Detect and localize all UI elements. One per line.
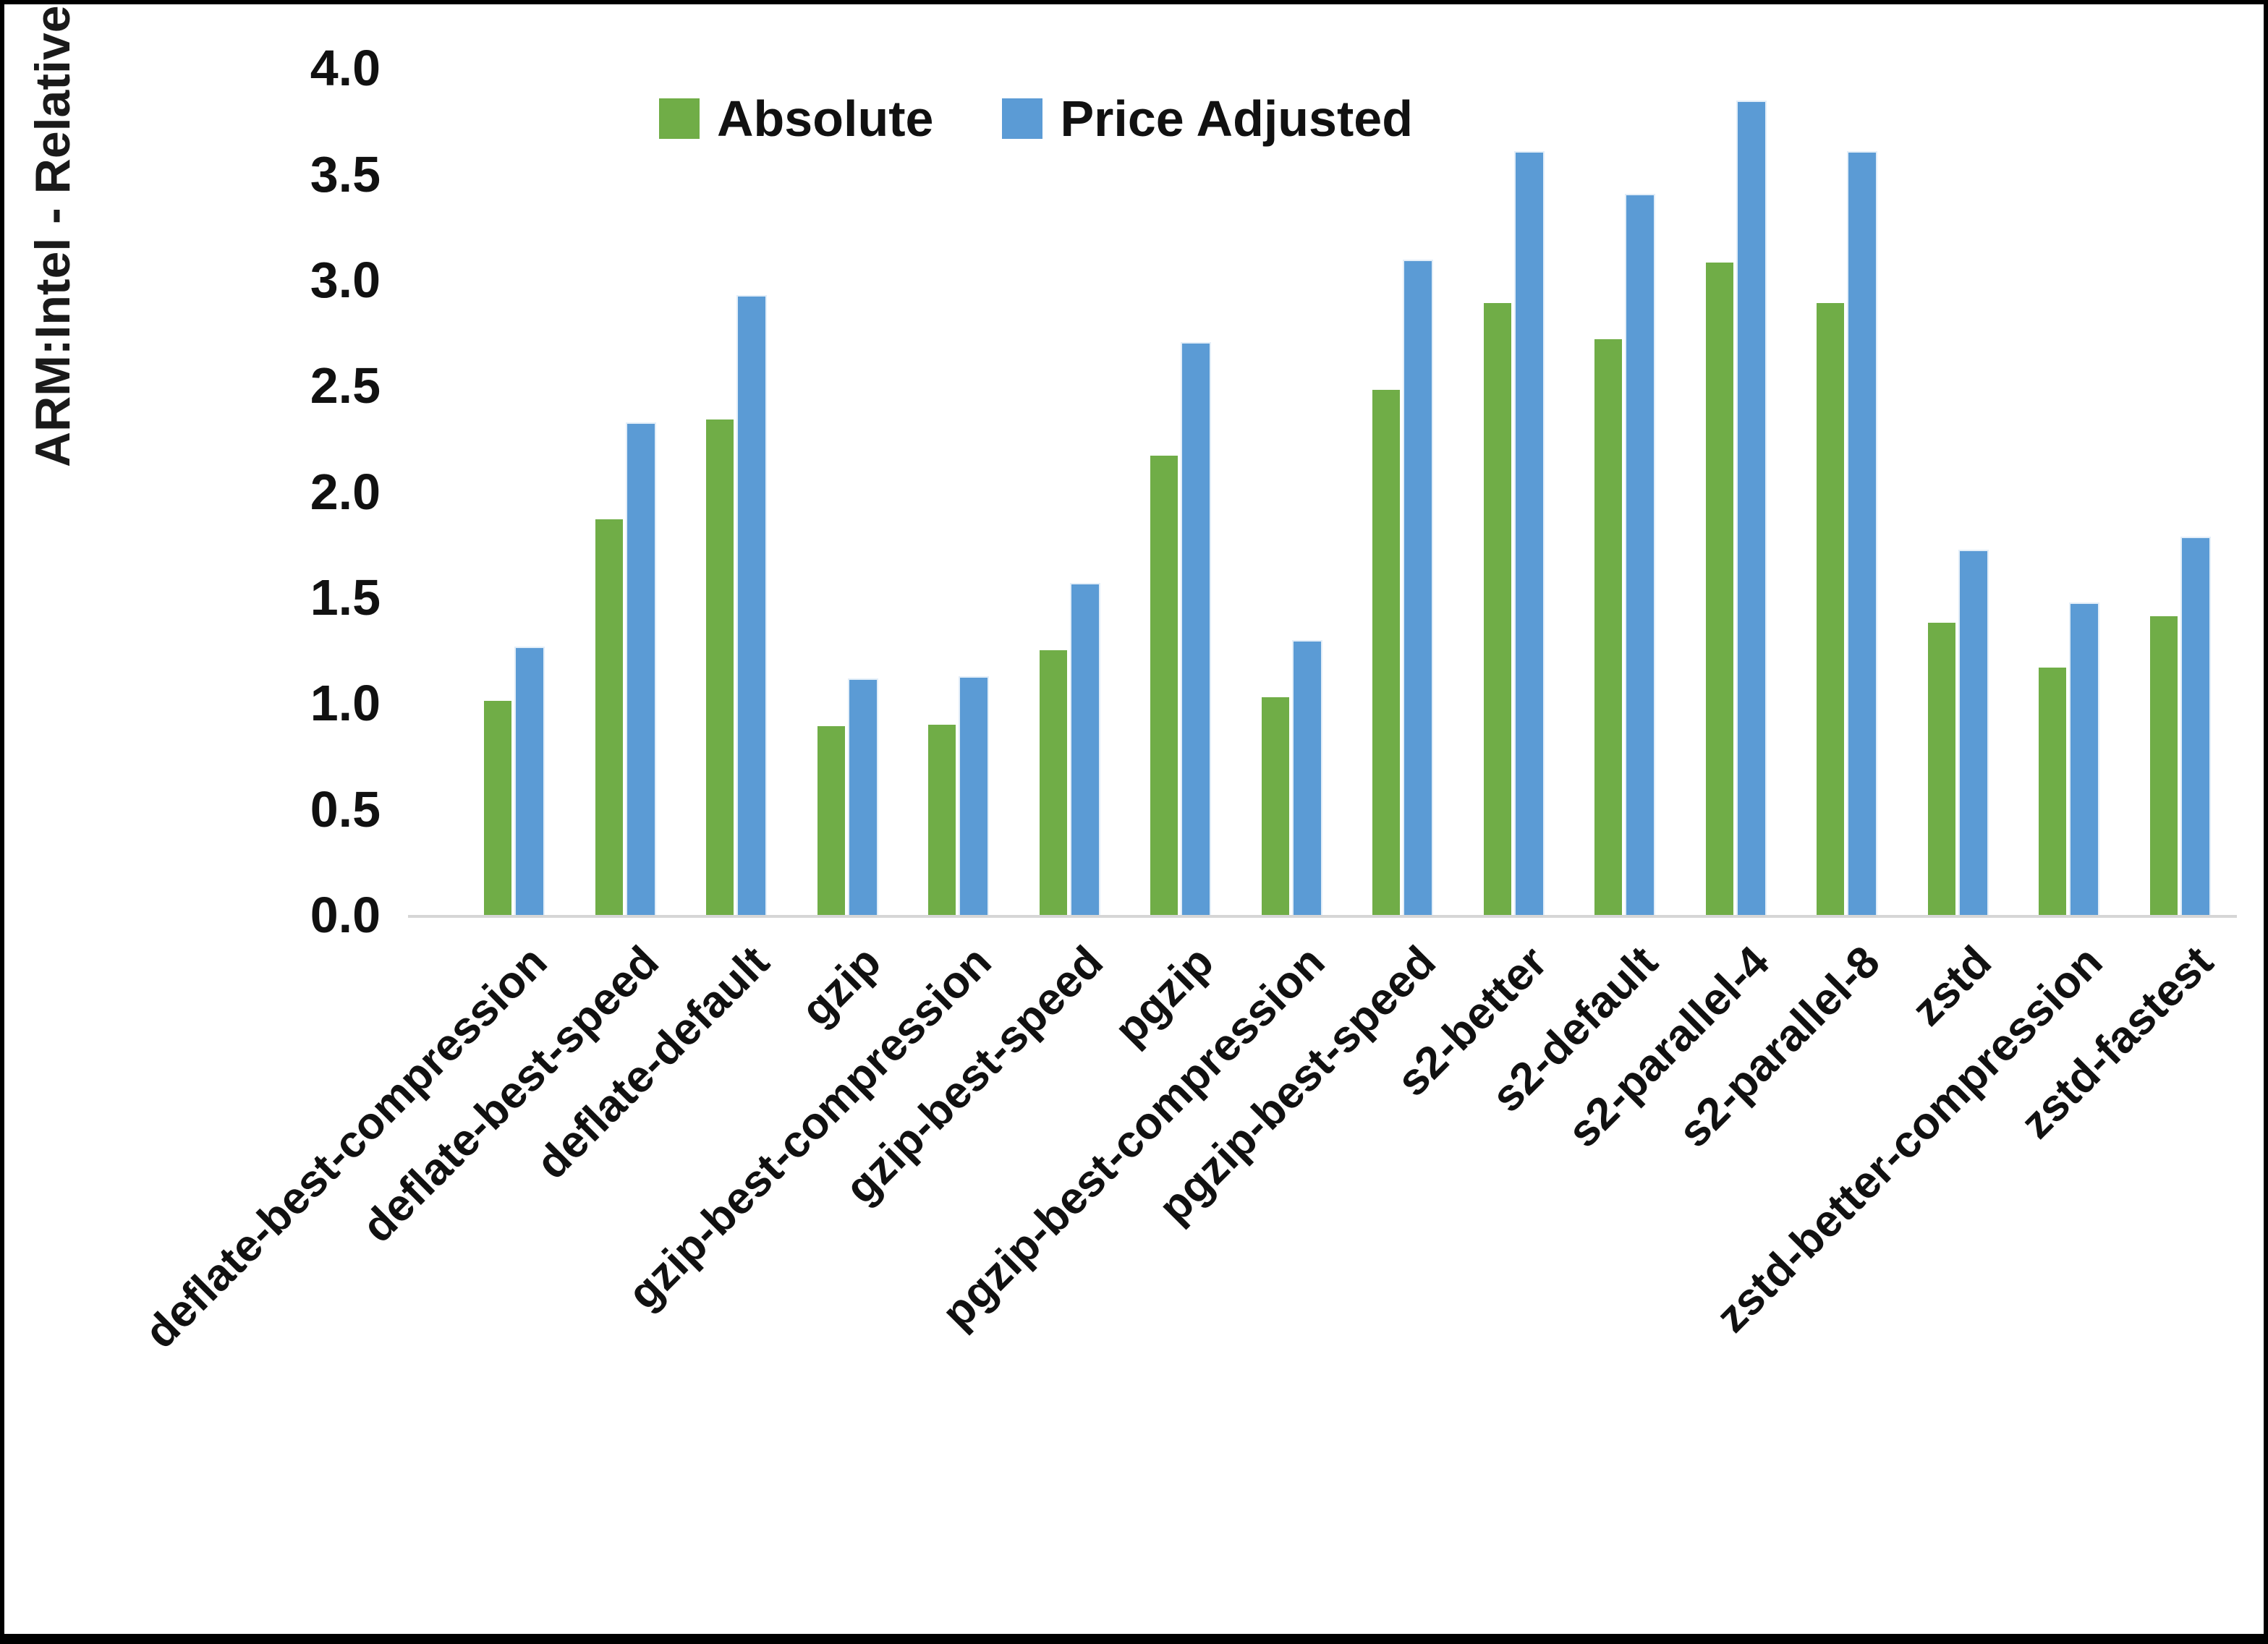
bar-gzip-best-speed-price-adjusted bbox=[1071, 584, 1099, 915]
bar-s2-better-absolute bbox=[1483, 303, 1511, 915]
bar-deflate-best-speed-absolute bbox=[595, 519, 623, 915]
x-tick-label-zstd: zstd bbox=[1901, 937, 2001, 1036]
bar-gzip-best-compression-price-adjusted bbox=[960, 678, 988, 915]
bar-gzip-best-compression-absolute bbox=[928, 724, 956, 915]
bar-pgzip-best-compression-absolute bbox=[1261, 697, 1289, 915]
legend: Absolute Price Adjusted bbox=[659, 90, 1413, 148]
bar-deflate-default-absolute bbox=[706, 419, 734, 915]
bar-s2-better-price-adjusted bbox=[1515, 153, 1543, 915]
bar-zstd-price-adjusted bbox=[1959, 550, 1987, 915]
y-tick-label: 1.0 bbox=[310, 675, 381, 732]
bar-zstd-fastest-absolute bbox=[2149, 616, 2178, 915]
x-tick-label-s2-parallel-8: s2-parallel-8 bbox=[1669, 937, 1890, 1157]
absolute-series-swatch bbox=[659, 98, 700, 139]
bar-pgzip-best-speed-price-adjusted bbox=[1404, 260, 1432, 915]
x-axis-line bbox=[408, 915, 2237, 918]
y-tick-label: 3.0 bbox=[310, 251, 381, 308]
bar-pgzip-price-adjusted bbox=[1182, 343, 1210, 915]
bar-deflate-best-compression-price-adjusted bbox=[516, 648, 543, 915]
y-tick-label: 0.0 bbox=[310, 887, 381, 943]
y-tick-label: 4.0 bbox=[310, 40, 381, 97]
x-tick-label-deflate-best-compression: deflate-best-compression bbox=[135, 937, 557, 1358]
y-tick-label: 1.5 bbox=[310, 568, 381, 626]
bar-zstd-better-compression-price-adjusted bbox=[2070, 603, 2098, 915]
bar-s2-parallel-4-price-adjusted bbox=[1737, 102, 1765, 915]
legend-label-price-adjusted: Price Adjusted bbox=[1060, 90, 1413, 147]
legend-label-absolute: Absolute bbox=[717, 90, 934, 147]
bar-gzip-best-speed-absolute bbox=[1039, 650, 1067, 915]
bar-zstd-better-compression-absolute bbox=[2039, 667, 2066, 915]
bar-deflate-best-speed-price-adjusted bbox=[627, 423, 655, 915]
bar-deflate-best-compression-absolute bbox=[484, 701, 511, 915]
bar-s2-default-absolute bbox=[1594, 338, 1622, 915]
bar-s2-default-price-adjusted bbox=[1626, 195, 1654, 915]
bar-pgzip-best-speed-absolute bbox=[1372, 390, 1400, 915]
bar-gzip-price-adjusted bbox=[849, 680, 877, 915]
y-tick-label: 0.5 bbox=[310, 780, 381, 838]
y-tick-label: 2.0 bbox=[310, 463, 381, 520]
bar-gzip-absolute bbox=[817, 726, 845, 915]
y-axis-title: ARM:Intel - Relative Performance bbox=[25, 0, 80, 467]
legend-item-absolute: Absolute bbox=[659, 90, 933, 148]
bar-deflate-default-price-adjusted bbox=[738, 297, 765, 915]
bar-s2-parallel-8-price-adjusted bbox=[1848, 153, 1876, 915]
y-tick-label: 2.5 bbox=[310, 357, 381, 414]
bar-zstd-fastest-price-adjusted bbox=[2181, 537, 2209, 915]
legend-item-price-adjusted: Price Adjusted bbox=[1002, 90, 1413, 148]
x-tick-label-gzip: gzip bbox=[791, 937, 891, 1036]
bar-s2-parallel-8-absolute bbox=[1817, 303, 1844, 915]
bar-s2-parallel-4-absolute bbox=[1705, 263, 1733, 915]
y-tick-label: 3.5 bbox=[310, 145, 381, 203]
bar-zstd-absolute bbox=[1927, 623, 1955, 915]
bar-pgzip-absolute bbox=[1150, 455, 1178, 915]
bar-pgzip-best-compression-price-adjusted bbox=[1293, 642, 1321, 915]
price-adjusted-series-swatch bbox=[1002, 98, 1043, 139]
